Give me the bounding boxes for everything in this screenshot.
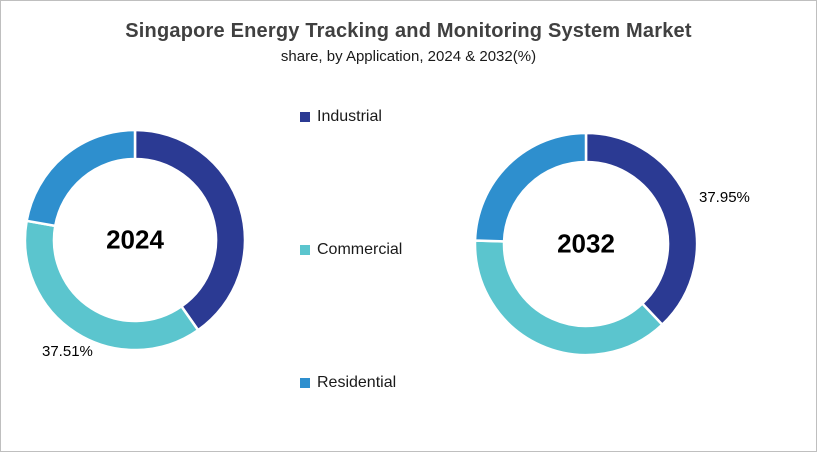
legend-swatch-residential-icon — [300, 378, 310, 388]
donut-segment-2032-industrial — [584, 131, 699, 327]
data-label-2032-industrial: 37.95% — [699, 189, 750, 206]
legend-item-industrial: Industrial — [300, 108, 382, 126]
legend-item-commercial: Commercial — [300, 241, 402, 259]
legend-swatch-commercial-icon — [300, 245, 310, 255]
donut-segment-2024-residential — [25, 128, 137, 228]
chart-subtitle: share, by Application, 2024 & 2032(%) — [280, 48, 537, 65]
legend-label-industrial: Industrial — [317, 108, 382, 125]
donut-segment-2032-residential — [473, 131, 588, 243]
year-label-2024: 2024 — [106, 224, 164, 255]
legend-label-residential: Residential — [317, 374, 397, 391]
legend-swatch-industrial-icon — [300, 112, 310, 122]
year-label-2032: 2032 — [557, 228, 615, 259]
legend-item-residential: Residential — [300, 374, 396, 392]
data-label-2024-commercial: 37.51% — [42, 343, 93, 360]
chart-title: Singapore Energy Tracking and Monitoring… — [125, 20, 692, 42]
legend-label-commercial: Commercial — [317, 241, 403, 258]
